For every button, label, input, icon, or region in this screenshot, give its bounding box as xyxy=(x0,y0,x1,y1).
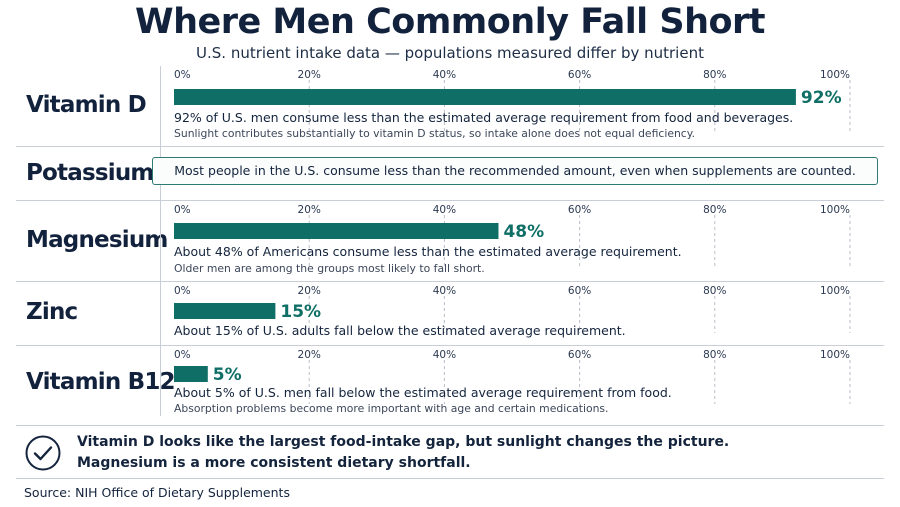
row-subnote: Absorption problems become more importan… xyxy=(174,402,609,415)
row-divider xyxy=(160,201,161,281)
bar-chart-magnesium: 0% 20% 40% 60% 80% 100% 48% xyxy=(174,204,851,269)
x-tick-label: 80% xyxy=(703,204,726,216)
row-note: About 5% of U.S. men fall below the esti… xyxy=(174,385,672,400)
row-note: 92% of U.S. men consume less than the es… xyxy=(174,110,794,125)
x-tick-label: 60% xyxy=(568,349,591,361)
source-top-rule xyxy=(16,478,884,479)
bar-chart-zinc: 0% 20% 40% 60% 80% 100% 15% xyxy=(174,285,851,333)
x-tick-label: 80% xyxy=(703,285,726,297)
nutrient-row-zinc: Zinc 0% 20% 40% 60% 80% 100% 15% About 15% of … xyxy=(16,282,884,346)
bar-value-label: 5% xyxy=(213,365,242,385)
chart-title: Where Men Commonly Fall Short xyxy=(134,2,766,42)
callout-text: Most people in the U.S. consume less tha… xyxy=(174,163,856,178)
bar-chart-vitamin-d: 0% 20% 40% 60% 80% 100% 92% xyxy=(174,69,851,134)
x-tick-label: 40% xyxy=(433,204,456,216)
x-tick-label: 20% xyxy=(298,349,321,361)
row-divider xyxy=(160,282,161,345)
row-label: Magnesium xyxy=(26,227,168,253)
row-label: Zinc xyxy=(26,299,78,325)
x-tick-label: 100% xyxy=(820,285,850,297)
bar xyxy=(174,89,796,105)
x-tick-label: 20% xyxy=(298,69,321,81)
nutrient-row-potassium: Potassium Most people in the U.S. consum… xyxy=(16,147,884,201)
x-tick-label: 100% xyxy=(820,204,850,216)
chart-subtitle: U.S. nutrient intake data — populations … xyxy=(196,44,704,62)
x-tick-label: 60% xyxy=(568,69,591,81)
x-tick-label: 0% xyxy=(174,349,191,361)
row-subnote: Sunlight contributes substantially to vi… xyxy=(174,127,696,140)
bar-value-label: 48% xyxy=(503,222,544,242)
takeaway-top-rule xyxy=(16,425,884,426)
x-tick-label: 0% xyxy=(174,285,191,297)
bar xyxy=(174,223,499,239)
nutrient-row-vitamin-b12: Vitamin B12 0% 20% 40% 60% 80% 100% 5% About 5… xyxy=(16,346,884,416)
x-tick-label: 40% xyxy=(433,349,456,361)
x-tick-label: 60% xyxy=(568,285,591,297)
x-tick-label: 80% xyxy=(703,69,726,81)
x-tick-label: 100% xyxy=(820,69,850,81)
x-tick-label: 0% xyxy=(174,69,191,81)
bar xyxy=(174,366,208,382)
bar-value-label: 92% xyxy=(801,88,842,108)
row-note: About 48% of Americans consume less than… xyxy=(174,244,682,259)
bar xyxy=(174,303,276,319)
bar-value-label: 15% xyxy=(280,302,321,322)
takeaway-line-2: Magnesium is a more consistent dietary s… xyxy=(77,455,471,471)
row-subnote: Older men are among the groups most like… xyxy=(174,262,485,275)
potassium-callout-box: Most people in the U.S. consume less tha… xyxy=(152,157,878,185)
nutrient-row-magnesium: Magnesium 0% 20% 40% 60% 80% 100% 48% About 48… xyxy=(16,201,884,282)
nutrient-row-vitamin-d: Vitamin D 0% 20% 40% 60% 80% 100% 92% 92% of U… xyxy=(16,66,884,147)
row-label: Vitamin D xyxy=(26,92,147,118)
x-tick-label: 60% xyxy=(568,204,591,216)
row-label: Potassium xyxy=(26,160,154,186)
bar-chart-vitamin-b12: 0% 20% 40% 60% 80% 100% 5% xyxy=(174,349,851,404)
takeaway-line-1: Vitamin D looks like the largest food-in… xyxy=(77,434,730,450)
x-tick-label: 80% xyxy=(703,349,726,361)
source-note: Source: NIH Office of Dietary Supplement… xyxy=(24,485,290,500)
row-note: About 15% of U.S. adults fall below the … xyxy=(174,323,626,338)
x-tick-label: 40% xyxy=(433,285,456,297)
row-divider xyxy=(160,66,161,146)
check-circle-icon xyxy=(25,435,61,471)
x-tick-label: 0% xyxy=(174,204,191,216)
x-tick-label: 20% xyxy=(298,285,321,297)
row-divider xyxy=(160,346,161,416)
x-tick-label: 40% xyxy=(433,69,456,81)
x-tick-label: 20% xyxy=(298,204,321,216)
x-tick-label: 100% xyxy=(820,349,850,361)
row-label: Vitamin B12 xyxy=(26,369,176,395)
